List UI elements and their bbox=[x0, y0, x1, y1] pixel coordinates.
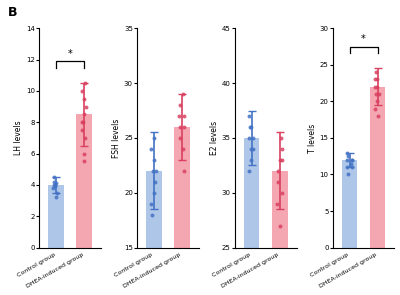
Point bbox=[248, 147, 254, 151]
Point bbox=[79, 120, 86, 124]
Point bbox=[79, 120, 85, 124]
Point bbox=[373, 70, 379, 75]
Point bbox=[180, 92, 186, 96]
Point bbox=[274, 179, 281, 184]
Point bbox=[52, 183, 58, 187]
Point bbox=[374, 99, 380, 104]
Point bbox=[152, 179, 158, 184]
Bar bbox=[146, 171, 162, 295]
Point bbox=[375, 114, 381, 118]
Point bbox=[177, 124, 183, 129]
Point bbox=[180, 147, 186, 151]
Point bbox=[246, 136, 252, 140]
Point bbox=[176, 114, 182, 118]
Point bbox=[372, 77, 378, 82]
Point bbox=[83, 104, 90, 109]
Point bbox=[148, 201, 154, 206]
Point bbox=[52, 184, 58, 189]
Point bbox=[50, 186, 56, 190]
Point bbox=[181, 114, 187, 118]
Point bbox=[52, 195, 59, 200]
Point bbox=[150, 190, 157, 195]
Point bbox=[150, 168, 157, 173]
Point bbox=[279, 190, 285, 195]
Point bbox=[250, 147, 256, 151]
Point bbox=[51, 179, 57, 184]
Point bbox=[82, 81, 88, 86]
Bar bbox=[174, 127, 190, 295]
Y-axis label: LH levels: LH levels bbox=[14, 121, 23, 155]
Point bbox=[81, 159, 88, 164]
Point bbox=[79, 128, 86, 132]
Point bbox=[80, 151, 87, 156]
Point bbox=[275, 168, 281, 173]
Bar bbox=[244, 138, 260, 295]
Point bbox=[375, 92, 382, 96]
Point bbox=[247, 124, 253, 129]
Text: *: * bbox=[68, 49, 72, 59]
Point bbox=[274, 201, 280, 206]
Point bbox=[374, 84, 380, 89]
Point bbox=[250, 136, 256, 140]
Point bbox=[349, 165, 355, 170]
Text: *: * bbox=[361, 34, 366, 44]
Point bbox=[247, 158, 254, 162]
Point bbox=[54, 190, 60, 195]
Point bbox=[181, 168, 187, 173]
Point bbox=[279, 158, 286, 162]
Point bbox=[151, 158, 157, 162]
Bar bbox=[48, 185, 64, 248]
Point bbox=[348, 161, 354, 166]
Y-axis label: T levels: T levels bbox=[308, 123, 317, 153]
Point bbox=[372, 84, 378, 89]
Point bbox=[51, 175, 57, 179]
Point bbox=[176, 136, 183, 140]
Point bbox=[373, 92, 380, 96]
Point bbox=[181, 124, 187, 129]
Point bbox=[349, 158, 355, 162]
Bar bbox=[272, 171, 288, 295]
Point bbox=[344, 158, 350, 162]
Point bbox=[345, 154, 351, 158]
Y-axis label: E2 levels: E2 levels bbox=[210, 121, 219, 155]
Point bbox=[372, 106, 378, 111]
Point bbox=[374, 77, 380, 82]
Point bbox=[279, 147, 285, 151]
Point bbox=[246, 114, 252, 118]
Point bbox=[177, 103, 183, 107]
Point bbox=[81, 112, 88, 117]
Point bbox=[276, 158, 283, 162]
Point bbox=[80, 96, 87, 101]
Point bbox=[82, 136, 88, 140]
Point bbox=[248, 124, 254, 129]
Bar bbox=[370, 87, 385, 248]
Point bbox=[246, 168, 252, 173]
Point bbox=[344, 150, 351, 155]
Point bbox=[349, 158, 356, 162]
Point bbox=[278, 136, 284, 140]
Bar bbox=[76, 114, 92, 248]
Point bbox=[153, 168, 160, 173]
Y-axis label: FSH levels: FSH levels bbox=[112, 118, 121, 158]
Point bbox=[148, 147, 154, 151]
Point bbox=[344, 165, 350, 170]
Point bbox=[78, 88, 85, 93]
Bar bbox=[342, 160, 357, 248]
Point bbox=[277, 223, 284, 228]
Text: B: B bbox=[8, 6, 18, 19]
Point bbox=[52, 181, 59, 186]
Point bbox=[51, 183, 58, 187]
Point bbox=[149, 212, 155, 217]
Point bbox=[151, 136, 157, 140]
Point bbox=[345, 172, 352, 177]
